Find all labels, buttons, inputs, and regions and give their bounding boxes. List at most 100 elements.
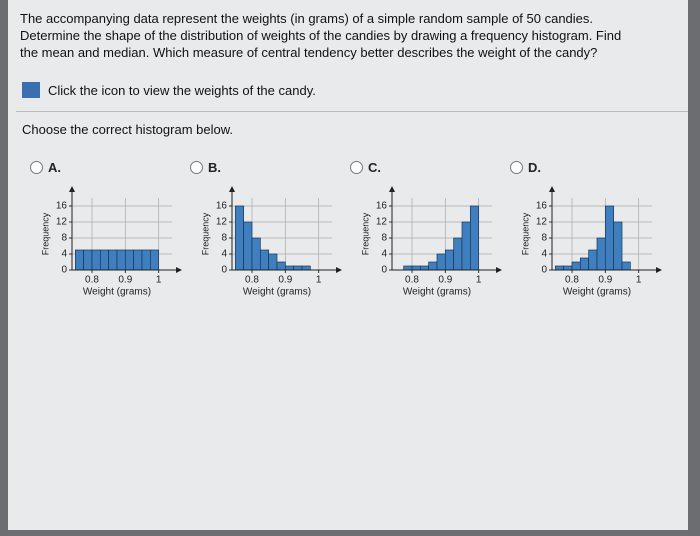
x-axis-label: Weight (grams)	[563, 287, 631, 298]
y-tick-label: 4	[541, 249, 547, 260]
question-text: The accompanying data represent the weig…	[20, 11, 622, 60]
x-tick-label: 0.9	[118, 275, 132, 286]
x-tick-label: 1	[156, 275, 162, 286]
bar	[444, 249, 455, 271]
option-label[interactable]: D.	[528, 160, 541, 175]
bar	[563, 265, 573, 271]
x-axis-label: Weight (grams)	[243, 287, 311, 298]
axis-arrow	[229, 186, 235, 192]
x-tick-label: 0.8	[245, 275, 259, 286]
y-tick-label: 16	[536, 201, 548, 212]
bar	[428, 261, 438, 271]
histogram: 0 4 8 12 16 0.8 0.9 1 Weight (grams) Frequency	[520, 186, 662, 298]
bar	[243, 221, 253, 271]
bar	[613, 221, 623, 271]
bar	[83, 249, 93, 271]
radio-button[interactable]	[510, 161, 523, 174]
bar	[596, 237, 606, 271]
x-tick-label: 1	[636, 275, 642, 286]
bar	[403, 265, 413, 271]
bar	[604, 205, 615, 271]
x-tick-label: 0.8	[85, 275, 99, 286]
histogram: 0 4 8 12 16 0.8 0.9 1 Weight (grams) Frequency	[40, 186, 182, 298]
y-tick-label: 8	[61, 233, 67, 244]
y-tick-label: 12	[216, 217, 228, 228]
bar	[436, 253, 446, 271]
bar	[149, 249, 160, 271]
bar	[301, 265, 311, 271]
x-tick-label: 1	[316, 275, 322, 286]
axis-arrow	[656, 267, 662, 273]
axis-arrow	[176, 267, 182, 273]
answer-option[interactable]: B.	[190, 160, 221, 175]
bar	[293, 265, 303, 271]
option-label[interactable]: A.	[48, 160, 61, 175]
x-tick-label: 0.8	[405, 275, 419, 286]
bar	[234, 205, 245, 271]
bar	[579, 257, 590, 271]
y-tick-label: 16	[376, 201, 388, 212]
y-tick-label: 8	[541, 233, 547, 244]
bar	[276, 261, 286, 271]
axis-arrow	[389, 186, 395, 192]
axis-arrow	[496, 267, 502, 273]
y-tick-label: 16	[216, 201, 228, 212]
y-tick-label: 0	[61, 265, 67, 276]
axis-arrow	[336, 267, 342, 273]
x-tick-label: 0.9	[278, 275, 292, 286]
answer-option[interactable]: D.	[510, 160, 541, 175]
y-tick-label: 12	[56, 217, 68, 228]
bar	[74, 249, 85, 271]
y-tick-label: 4	[61, 249, 67, 260]
bar	[588, 249, 598, 271]
bar	[141, 249, 151, 271]
prompt-text: Choose the correct histogram below.	[22, 122, 233, 137]
bar	[133, 249, 143, 271]
x-tick-label: 1	[476, 275, 482, 286]
bar	[251, 237, 261, 271]
y-axis-label: Frequency	[40, 212, 50, 255]
data-link[interactable]: Click the icon to view the weights of th…	[22, 82, 316, 98]
bar	[108, 249, 118, 271]
table-icon[interactable]	[22, 82, 40, 98]
radio-button[interactable]	[190, 161, 203, 174]
y-tick-label: 4	[381, 249, 387, 260]
y-tick-label: 0	[221, 265, 227, 276]
answer-option[interactable]: C.	[350, 160, 381, 175]
y-tick-label: 16	[56, 201, 68, 212]
radio-button[interactable]	[30, 161, 43, 174]
bar	[91, 249, 101, 271]
bar	[554, 265, 565, 271]
y-tick-label: 12	[376, 217, 388, 228]
histogram: 0 4 8 12 16 0.8 0.9 1 Weight (grams) Frequency	[360, 186, 502, 298]
x-tick-label: 0.9	[438, 275, 452, 286]
option-label[interactable]: C.	[368, 160, 381, 175]
bar	[116, 249, 126, 271]
x-axis-label: Weight (grams)	[83, 287, 151, 298]
bar	[461, 221, 471, 271]
bar	[453, 237, 463, 271]
radio-button[interactable]	[350, 161, 363, 174]
x-tick-label: 0.8	[565, 275, 579, 286]
bar	[259, 249, 270, 271]
y-tick-label: 12	[536, 217, 548, 228]
histogram: 0 4 8 12 16 0.8 0.9 1 Weight (grams) Frequency	[200, 186, 342, 298]
bar	[284, 265, 295, 271]
bar	[469, 205, 480, 271]
y-tick-label: 8	[221, 233, 227, 244]
axis-arrow	[69, 186, 75, 192]
bar	[99, 249, 110, 271]
y-axis-label: Frequency	[360, 212, 370, 255]
option-label[interactable]: B.	[208, 160, 221, 175]
x-axis-label: Weight (grams)	[403, 287, 471, 298]
bar	[411, 265, 421, 271]
x-tick-label: 0.9	[598, 275, 612, 286]
y-tick-label: 4	[221, 249, 227, 260]
link-text[interactable]: Click the icon to view the weights of th…	[48, 82, 316, 98]
bar	[419, 265, 430, 271]
answer-option[interactable]: A.	[30, 160, 61, 175]
y-tick-label: 0	[381, 265, 387, 276]
axis-arrow	[549, 186, 555, 192]
y-axis-label: Frequency	[520, 212, 530, 255]
